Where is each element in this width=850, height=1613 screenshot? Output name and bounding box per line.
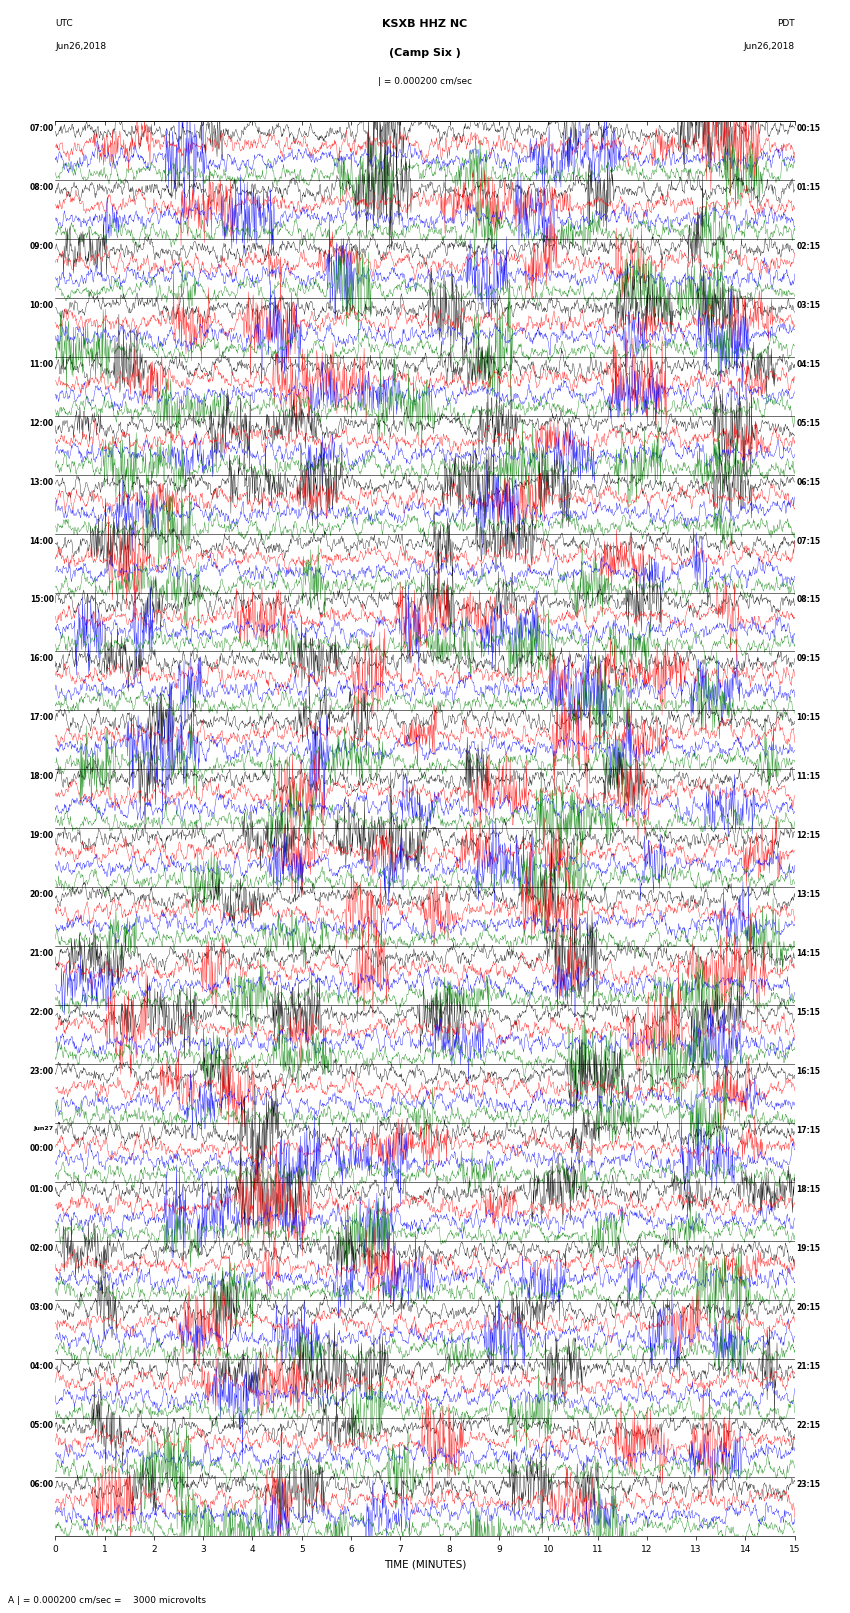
Text: 17:15: 17:15 xyxy=(796,1126,820,1136)
Text: 23:00: 23:00 xyxy=(30,1066,54,1076)
Text: 12:15: 12:15 xyxy=(796,831,820,840)
Text: 08:00: 08:00 xyxy=(30,182,54,192)
Text: 07:00: 07:00 xyxy=(30,124,54,132)
Text: 15:00: 15:00 xyxy=(30,595,54,605)
Text: 16:00: 16:00 xyxy=(30,655,54,663)
Text: 22:15: 22:15 xyxy=(796,1421,820,1429)
Text: 12:00: 12:00 xyxy=(30,419,54,427)
Text: 09:00: 09:00 xyxy=(30,242,54,250)
Text: 08:15: 08:15 xyxy=(796,595,820,605)
Text: 02:15: 02:15 xyxy=(796,242,820,250)
Text: 22:00: 22:00 xyxy=(30,1008,54,1018)
Text: 21:00: 21:00 xyxy=(30,948,54,958)
Text: 00:15: 00:15 xyxy=(796,124,820,132)
Text: 13:15: 13:15 xyxy=(796,890,820,898)
Text: A | = 0.000200 cm/sec =    3000 microvolts: A | = 0.000200 cm/sec = 3000 microvolts xyxy=(8,1595,207,1605)
Text: 18:00: 18:00 xyxy=(30,773,54,781)
Text: 21:15: 21:15 xyxy=(796,1361,820,1371)
Text: UTC: UTC xyxy=(55,19,73,29)
Text: 09:15: 09:15 xyxy=(796,655,820,663)
Text: 20:00: 20:00 xyxy=(30,890,54,898)
Text: 07:15: 07:15 xyxy=(796,537,820,545)
Text: 23:15: 23:15 xyxy=(796,1479,820,1489)
Text: 05:00: 05:00 xyxy=(30,1421,54,1429)
Text: 10:15: 10:15 xyxy=(796,713,820,723)
Text: 14:15: 14:15 xyxy=(796,948,820,958)
Text: 04:15: 04:15 xyxy=(796,360,820,369)
Text: 03:15: 03:15 xyxy=(796,300,820,310)
Text: 05:15: 05:15 xyxy=(796,419,820,427)
Text: 11:00: 11:00 xyxy=(30,360,54,369)
Text: (Camp Six ): (Camp Six ) xyxy=(389,48,461,58)
Text: 19:15: 19:15 xyxy=(796,1244,820,1253)
Text: Jun26,2018: Jun26,2018 xyxy=(744,42,795,52)
Text: 04:00: 04:00 xyxy=(30,1361,54,1371)
Text: 16:15: 16:15 xyxy=(796,1066,820,1076)
Text: 20:15: 20:15 xyxy=(796,1303,820,1311)
Text: 15:15: 15:15 xyxy=(796,1008,820,1018)
Text: 00:00: 00:00 xyxy=(30,1144,54,1153)
Text: 18:15: 18:15 xyxy=(796,1186,820,1194)
Text: 10:00: 10:00 xyxy=(30,300,54,310)
Text: PDT: PDT xyxy=(777,19,795,29)
Text: | = 0.000200 cm/sec: | = 0.000200 cm/sec xyxy=(378,77,472,87)
Text: 01:00: 01:00 xyxy=(30,1186,54,1194)
Text: 02:00: 02:00 xyxy=(30,1244,54,1253)
Text: KSXB HHZ NC: KSXB HHZ NC xyxy=(382,19,468,29)
Text: 01:15: 01:15 xyxy=(796,182,820,192)
Text: 06:15: 06:15 xyxy=(796,477,820,487)
Text: 03:00: 03:00 xyxy=(30,1303,54,1311)
X-axis label: TIME (MINUTES): TIME (MINUTES) xyxy=(384,1560,466,1569)
Text: 19:00: 19:00 xyxy=(30,831,54,840)
Text: 06:00: 06:00 xyxy=(30,1479,54,1489)
Text: 17:00: 17:00 xyxy=(30,713,54,723)
Text: Jun27: Jun27 xyxy=(34,1126,54,1131)
Text: 13:00: 13:00 xyxy=(30,477,54,487)
Text: Jun26,2018: Jun26,2018 xyxy=(55,42,106,52)
Text: 11:15: 11:15 xyxy=(796,773,820,781)
Text: 14:00: 14:00 xyxy=(30,537,54,545)
